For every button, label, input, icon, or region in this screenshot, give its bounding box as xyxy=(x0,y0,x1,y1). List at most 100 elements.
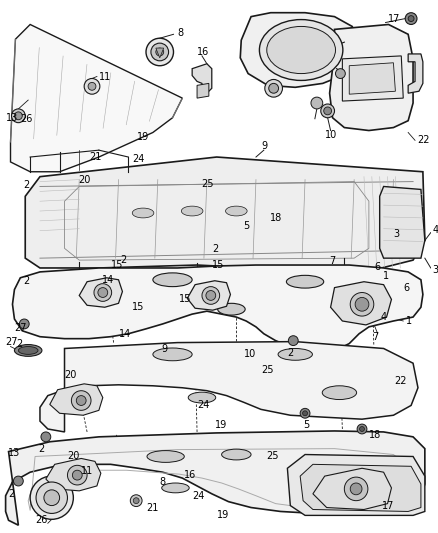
Text: 19: 19 xyxy=(137,132,149,142)
Text: 17: 17 xyxy=(388,13,400,23)
Circle shape xyxy=(14,112,22,120)
Ellipse shape xyxy=(226,206,247,216)
Polygon shape xyxy=(11,25,182,172)
Text: 19: 19 xyxy=(215,420,227,430)
Circle shape xyxy=(71,391,91,410)
Ellipse shape xyxy=(267,27,336,74)
Circle shape xyxy=(98,288,108,297)
Text: 2: 2 xyxy=(9,489,15,499)
Polygon shape xyxy=(192,64,212,93)
Ellipse shape xyxy=(181,206,203,216)
Circle shape xyxy=(19,319,29,329)
Text: 21: 21 xyxy=(146,503,159,513)
Polygon shape xyxy=(197,83,209,98)
Text: 13: 13 xyxy=(7,448,20,458)
Circle shape xyxy=(84,78,100,94)
Text: 21: 21 xyxy=(89,151,102,161)
Text: 26: 26 xyxy=(20,114,33,124)
Text: 2: 2 xyxy=(16,338,23,349)
Ellipse shape xyxy=(14,344,42,357)
Polygon shape xyxy=(46,458,101,491)
Ellipse shape xyxy=(147,450,184,462)
Circle shape xyxy=(44,490,60,506)
Polygon shape xyxy=(331,282,392,325)
Text: 11: 11 xyxy=(81,466,93,475)
Circle shape xyxy=(94,284,112,301)
Circle shape xyxy=(269,83,279,93)
Text: 10: 10 xyxy=(325,131,337,140)
Ellipse shape xyxy=(218,303,245,315)
Circle shape xyxy=(206,290,216,301)
Text: 25: 25 xyxy=(201,179,213,189)
Text: 17: 17 xyxy=(381,501,394,511)
Circle shape xyxy=(324,107,332,115)
Text: 13: 13 xyxy=(6,113,18,123)
Text: 22: 22 xyxy=(417,135,430,146)
Text: 15: 15 xyxy=(111,260,123,270)
Text: 24: 24 xyxy=(192,491,205,501)
Polygon shape xyxy=(79,278,123,307)
Text: 18: 18 xyxy=(270,213,282,223)
Text: 15: 15 xyxy=(212,260,224,270)
Text: 27: 27 xyxy=(14,322,26,333)
Circle shape xyxy=(357,424,367,434)
Circle shape xyxy=(405,13,417,25)
Polygon shape xyxy=(50,384,103,415)
Polygon shape xyxy=(12,265,423,350)
Text: 2: 2 xyxy=(38,443,44,454)
Ellipse shape xyxy=(286,276,324,288)
Text: 4: 4 xyxy=(380,312,386,322)
Text: 15: 15 xyxy=(180,294,192,304)
Circle shape xyxy=(336,69,345,78)
Text: 3: 3 xyxy=(393,229,399,239)
Circle shape xyxy=(344,477,368,500)
Circle shape xyxy=(72,470,82,480)
Polygon shape xyxy=(408,54,423,93)
Ellipse shape xyxy=(153,348,192,361)
Circle shape xyxy=(130,495,142,506)
Ellipse shape xyxy=(322,386,357,400)
Circle shape xyxy=(202,287,219,304)
Text: 15: 15 xyxy=(132,302,145,312)
Circle shape xyxy=(36,482,67,513)
Text: 16: 16 xyxy=(184,470,196,480)
Circle shape xyxy=(350,293,374,316)
Text: 18: 18 xyxy=(369,430,381,440)
Ellipse shape xyxy=(259,20,343,80)
Circle shape xyxy=(76,395,86,406)
Text: 27: 27 xyxy=(6,337,18,346)
Text: 19: 19 xyxy=(217,511,229,520)
Text: 5: 5 xyxy=(243,221,249,231)
Ellipse shape xyxy=(162,483,189,493)
Text: 8: 8 xyxy=(159,477,165,487)
Text: 16: 16 xyxy=(197,47,209,57)
Text: 20: 20 xyxy=(67,451,80,462)
Text: 9: 9 xyxy=(261,141,267,151)
Text: 7: 7 xyxy=(328,256,335,266)
Polygon shape xyxy=(187,281,230,310)
Circle shape xyxy=(300,408,310,418)
Ellipse shape xyxy=(153,273,192,287)
Circle shape xyxy=(355,297,369,311)
Text: 7: 7 xyxy=(372,332,378,342)
Text: 26: 26 xyxy=(35,515,47,526)
Text: 1: 1 xyxy=(382,271,389,281)
Circle shape xyxy=(11,109,25,123)
Circle shape xyxy=(30,476,73,519)
Ellipse shape xyxy=(222,449,251,460)
Text: 14: 14 xyxy=(102,274,114,285)
Circle shape xyxy=(156,48,164,56)
Polygon shape xyxy=(6,431,425,525)
Text: 20: 20 xyxy=(78,175,91,185)
Text: 20: 20 xyxy=(64,370,77,380)
Circle shape xyxy=(288,336,298,345)
Polygon shape xyxy=(380,187,425,258)
Polygon shape xyxy=(287,455,425,515)
Text: 24: 24 xyxy=(132,154,145,164)
Circle shape xyxy=(151,43,169,61)
Ellipse shape xyxy=(278,349,312,360)
Circle shape xyxy=(146,38,173,66)
Text: 25: 25 xyxy=(266,451,278,462)
Text: 6: 6 xyxy=(403,282,410,293)
Text: 4: 4 xyxy=(433,225,438,235)
